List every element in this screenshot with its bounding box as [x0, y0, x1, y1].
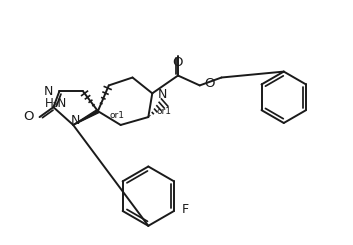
Text: F: F: [182, 204, 189, 217]
Text: H₂N: H₂N: [45, 97, 67, 110]
Polygon shape: [73, 110, 99, 125]
Text: or1: or1: [110, 110, 125, 120]
Text: N: N: [158, 88, 168, 101]
Text: O: O: [173, 56, 183, 69]
Text: N: N: [71, 113, 80, 126]
Text: O: O: [23, 110, 34, 122]
Text: O: O: [205, 77, 215, 90]
Text: or1: or1: [156, 107, 171, 116]
Text: N: N: [44, 85, 53, 98]
